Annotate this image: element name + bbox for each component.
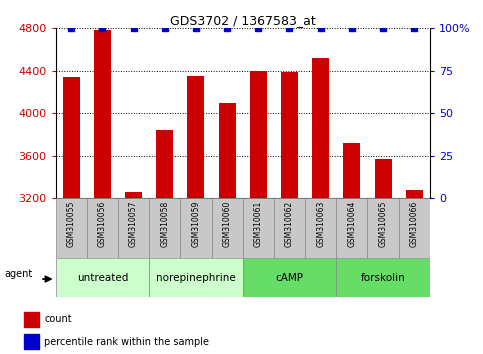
- Text: GSM310064: GSM310064: [347, 201, 356, 247]
- Bar: [281, 72, 298, 198]
- Text: percentile rank within the sample: percentile rank within the sample: [44, 337, 209, 347]
- Text: GSM310056: GSM310056: [98, 201, 107, 247]
- Bar: [305, 198, 336, 258]
- Text: GSM310055: GSM310055: [67, 201, 76, 247]
- Bar: [24, 334, 40, 349]
- Text: GSM310063: GSM310063: [316, 201, 325, 247]
- Bar: [24, 312, 40, 327]
- Bar: [94, 30, 111, 198]
- Text: cAMP: cAMP: [275, 273, 303, 283]
- Bar: [374, 159, 392, 198]
- Text: GSM310061: GSM310061: [254, 201, 263, 247]
- Bar: [336, 258, 430, 297]
- Bar: [56, 198, 87, 258]
- Bar: [149, 198, 180, 258]
- Bar: [156, 130, 173, 198]
- Text: GSM310062: GSM310062: [285, 201, 294, 247]
- Bar: [274, 198, 305, 258]
- Bar: [242, 198, 274, 258]
- Text: GSM310057: GSM310057: [129, 201, 138, 247]
- Bar: [242, 258, 336, 297]
- Bar: [218, 103, 236, 198]
- Text: GSM310065: GSM310065: [379, 201, 387, 247]
- Bar: [149, 258, 242, 297]
- Bar: [118, 198, 149, 258]
- Text: GSM310060: GSM310060: [223, 201, 232, 247]
- Bar: [343, 143, 360, 198]
- Text: GSM310059: GSM310059: [191, 201, 200, 247]
- Bar: [87, 198, 118, 258]
- Text: agent: agent: [4, 269, 33, 279]
- Text: GSM310058: GSM310058: [160, 201, 169, 247]
- Bar: [56, 258, 149, 297]
- Text: count: count: [44, 314, 71, 324]
- Text: untreated: untreated: [77, 273, 128, 283]
- Bar: [406, 190, 423, 198]
- Bar: [63, 77, 80, 198]
- Bar: [368, 198, 398, 258]
- Title: GDS3702 / 1367583_at: GDS3702 / 1367583_at: [170, 14, 315, 27]
- Bar: [312, 58, 329, 198]
- Bar: [398, 198, 430, 258]
- Text: forskolin: forskolin: [361, 273, 405, 283]
- Bar: [187, 76, 204, 198]
- Bar: [125, 192, 142, 198]
- Bar: [180, 198, 212, 258]
- Bar: [336, 198, 368, 258]
- Text: norepinephrine: norepinephrine: [156, 273, 236, 283]
- Bar: [212, 198, 242, 258]
- Text: GSM310066: GSM310066: [410, 201, 419, 247]
- Bar: [250, 71, 267, 198]
